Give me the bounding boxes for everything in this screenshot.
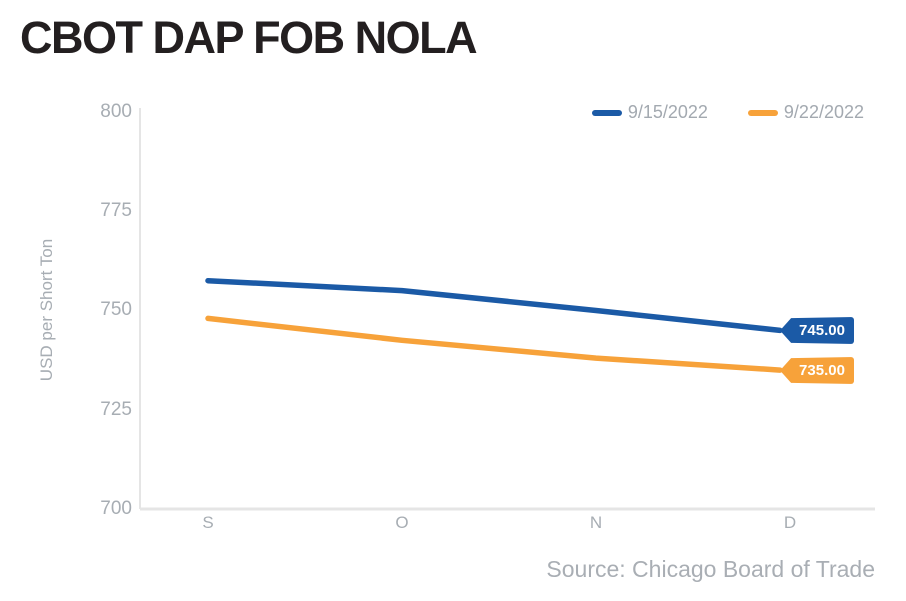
end-label-badge-orange: 735.00 — [780, 357, 854, 384]
legend-label-series-2: 9/22/2022 — [783, 102, 864, 122]
legend: 9/15/2022 9/22/2022 — [591, 102, 864, 123]
source-note: Source: Chicago Board of Trade — [546, 556, 875, 582]
chart-title: CBOT DAP FOB NOLA — [20, 12, 478, 63]
x-tick-sep: S — [202, 513, 214, 532]
legend-swatch-blue — [591, 109, 622, 116]
series-lines — [205, 277, 783, 373]
legend-item-series-2: 9/22/2022 — [747, 102, 864, 123]
end-label-badge-blue: 745.00 — [780, 317, 854, 344]
x-tick-dec: D — [783, 513, 797, 532]
y-tick-750: 750 — [100, 299, 132, 320]
y-tick-775: 775 — [100, 200, 132, 221]
y-tick-800: 800 — [100, 101, 132, 122]
legend-label-series-1: 9/15/2022 — [627, 102, 708, 122]
y-tick-725: 725 — [100, 399, 132, 420]
x-tick-oct: O — [395, 513, 409, 532]
series-line-9/15/2022 — [205, 277, 783, 334]
x-tick-nov: N — [589, 513, 603, 532]
y-tick-700: 700 — [100, 498, 132, 519]
series-line-9/22/2022 — [205, 315, 783, 373]
legend-swatch-orange — [747, 109, 778, 116]
legend-item-series-1: 9/15/2022 — [591, 102, 708, 123]
